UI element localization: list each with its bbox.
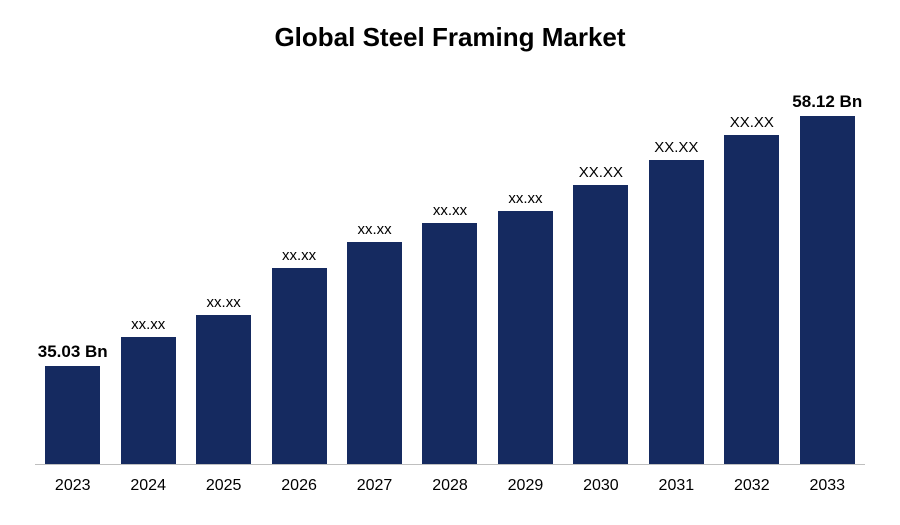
bar-group: XX.XX: [563, 85, 638, 464]
bar-value-label: xx.xx: [131, 316, 165, 333]
x-tick-label: 2033: [790, 477, 865, 495]
bar-group: 58.12 Bn: [790, 85, 865, 464]
x-tick-label: 2026: [261, 477, 336, 495]
bar-value-label: 58.12 Bn: [792, 92, 862, 112]
bar-value-label: xx.xx: [508, 190, 542, 207]
bar-group: xx.xx: [186, 85, 261, 464]
bar-value-label: 35.03 Bn: [38, 342, 108, 362]
bar: [45, 366, 100, 464]
x-tick-label: 2025: [186, 477, 261, 495]
bar: [422, 223, 477, 464]
bar-value-label: XX.XX: [730, 114, 774, 131]
bar: [498, 211, 553, 464]
x-tick-label: 2031: [639, 477, 714, 495]
x-tick-label: 2027: [337, 477, 412, 495]
bar-value-label: xx.xx: [282, 247, 316, 264]
bar-value-label: xx.xx: [433, 202, 467, 219]
x-tick-label: 2029: [488, 477, 563, 495]
x-tick-label: 2032: [714, 477, 789, 495]
bar: [573, 185, 628, 464]
bar: [196, 315, 251, 464]
bar-group: XX.XX: [639, 85, 714, 464]
bar-value-label: XX.XX: [654, 139, 698, 156]
bar: [272, 268, 327, 464]
bar-value-label: xx.xx: [357, 221, 391, 238]
bar-group: xx.xx: [337, 85, 412, 464]
bar-group: 35.03 Bn: [35, 85, 110, 464]
bar: [121, 337, 176, 464]
x-axis: 2023 2024 2025 2026 2027 2028 2029 2030 …: [35, 477, 865, 495]
chart-plot-area: 35.03 Bn xx.xx xx.xx xx.xx xx.xx xx.xx x…: [35, 85, 865, 465]
bars-container: 35.03 Bn xx.xx xx.xx xx.xx xx.xx xx.xx x…: [35, 85, 865, 464]
chart-title: Global Steel Framing Market: [0, 0, 900, 53]
x-tick-label: 2023: [35, 477, 110, 495]
bar: [649, 160, 704, 464]
bar-value-label: XX.XX: [579, 164, 623, 181]
bar: [724, 135, 779, 464]
bar-group: xx.xx: [488, 85, 563, 464]
x-tick-label: 2028: [412, 477, 487, 495]
x-tick-label: 2024: [110, 477, 185, 495]
bar: [800, 116, 855, 464]
bar-value-label: xx.xx: [207, 294, 241, 311]
x-tick-label: 2030: [563, 477, 638, 495]
bar: [347, 242, 402, 464]
bar-group: XX.XX: [714, 85, 789, 464]
bar-group: xx.xx: [110, 85, 185, 464]
bar-group: xx.xx: [412, 85, 487, 464]
bar-group: xx.xx: [261, 85, 336, 464]
